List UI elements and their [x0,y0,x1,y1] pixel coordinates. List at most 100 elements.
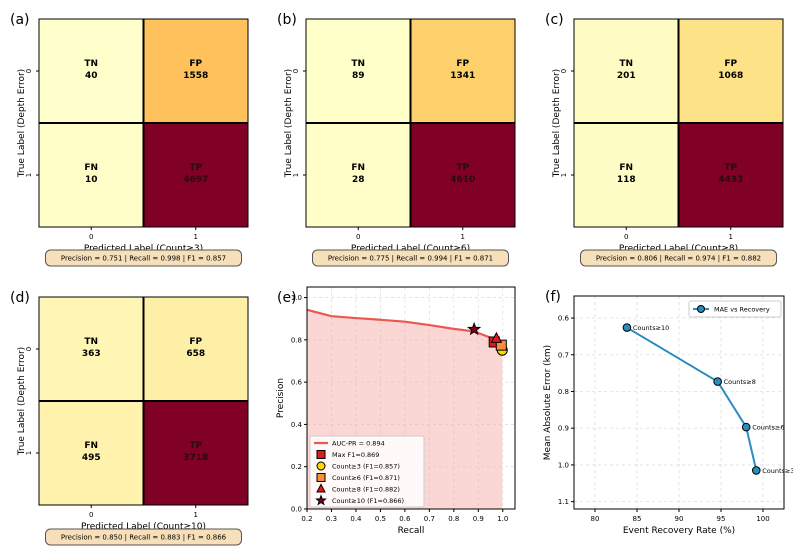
y-axis-label: Precision [276,378,286,418]
legend-marker [316,483,326,493]
matrix-cell [678,123,783,227]
cell-label: FP [189,59,202,69]
y-tick-label: 1 [292,173,300,177]
cell-label: TP [724,163,737,173]
panel-label: (f) [545,289,561,305]
matrix-cell [306,19,411,123]
y-axis-label: True Label (Depth Error) [552,69,562,178]
y-tick-label: 0.9 [558,425,569,433]
matrix-frame [305,18,516,228]
metrics-box [580,249,777,267]
matrix-frame [38,18,249,228]
x-tick-label: 1 [194,511,198,519]
cell-count: 89 [352,71,365,81]
x-tick-label: 85 [633,515,642,523]
x-axis-label: Predicted Label (Count≥3) [84,244,203,254]
legend-entry: MAE vs Recovery [714,306,770,314]
cell-count: 3718 [183,453,208,463]
legend-box [309,435,425,508]
legend-marker [316,450,326,459]
legend-entry: Count≥3 (F1=0.857) [332,463,400,471]
panel-label: (a) [10,12,30,28]
matrix-cell [143,297,248,401]
x-tick-label: 0.5 [375,515,386,523]
confusion-matrix-2: (b) TN 89 FP 1341 FN 28 TP 4610 0 1 0 1 Predicted Lab… [277,12,516,267]
x-tick-label: 0 [89,511,93,519]
y-tick-label: 1.1 [558,498,569,506]
x-tick-label: 0 [624,233,628,241]
cell-label: FN [619,163,633,173]
matrix-cell [410,19,515,123]
y-tick-label: 0.6 [558,315,570,323]
panel-label: (c) [545,12,564,28]
legend-entry: Count≥6 (F1=0.871) [332,474,400,482]
x-tick-label: 0.9 [473,515,484,523]
y-tick-label: 1 [25,173,33,177]
y-tick-label: 0.2 [291,463,302,471]
data-point [751,466,761,475]
cell-count: 363 [82,349,101,359]
x-axis-label: Event Recovery Rate (%) [623,526,735,536]
panel-label: (e) [277,290,297,306]
series-line [626,326,758,471]
x-axis-label: Predicted Label (Count≥10) [81,522,206,532]
x-axis-label: Predicted Label (Count≥6) [351,244,470,254]
y-tick-label: 0.4 [291,421,303,429]
matrix-cell [39,401,144,505]
cell-count: 658 [186,349,205,359]
x-tick-label: 0 [89,233,93,241]
matrix-cell [143,401,248,505]
y-tick-label: 1.0 [291,294,302,302]
cell-label: FN [84,163,98,173]
metrics-box [45,528,242,546]
matrix-cell [410,123,515,227]
x-tick-label: 0.6 [399,515,411,523]
y-tick-label: 0.6 [291,379,303,387]
x-tick-label: 80 [591,515,600,523]
legend-marker [697,305,705,313]
matrix-cell [39,297,144,401]
x-tick-label: 100 [756,515,769,523]
x-tick-label: 0 [356,233,360,241]
legend-entry: AUC-PR = 0.894 [332,440,385,448]
y-axis-label: True Label (Depth Error) [284,69,294,178]
x-tick-label: 0.4 [350,515,362,523]
axes-frame [306,286,516,510]
metrics-text: Precision = 0.751 | Recall = 0.998 | F1 … [61,255,226,263]
y-axis-label: Mean Absolute Error (km) [543,345,553,460]
pr-point [495,339,507,351]
cell-label: TN [619,59,633,69]
y-tick-label: 0 [560,69,568,73]
metrics-box [45,249,242,267]
y-tick-label: 0.8 [558,388,569,396]
cell-label: FN [84,441,98,451]
cell-label: TP [189,441,202,451]
cell-count: 1068 [718,71,743,81]
x-tick-label: 1 [461,233,465,241]
panel-label: (d) [10,290,30,306]
pr-point [490,331,503,343]
x-tick-label: 0.7 [424,515,435,523]
y-tick-label: 0 [25,69,33,73]
y-tick-label: 0.7 [558,351,569,359]
y-tick-label: 1 [25,451,33,455]
matrix-cell [306,123,411,227]
point-label: Counts≥8 [724,378,756,386]
confusion-matrix-3: (c) TN 201 FP 1068 FN 118 TP 4433 0 1 0 1 Predicted L… [545,12,784,267]
x-axis-label: Predicted Label (Count≥8) [619,244,738,254]
x-tick-label: 0.2 [301,515,312,523]
y-tick-label: 0 [292,69,300,73]
matrix-cell [574,123,679,227]
legend-marker [316,473,326,482]
cell-count: 10 [85,175,98,185]
cell-label: TN [84,59,98,69]
legend-entry: Count≥8 (F1=0.882) [332,486,400,494]
point-label: Counts≥6 [752,424,784,432]
y-tick-label: 0.0 [291,506,302,514]
x-tick-label: 90 [675,515,684,523]
matrix-cell [143,123,248,227]
matrix-cell [39,123,144,227]
point-label: Counts≥3 [762,467,793,475]
